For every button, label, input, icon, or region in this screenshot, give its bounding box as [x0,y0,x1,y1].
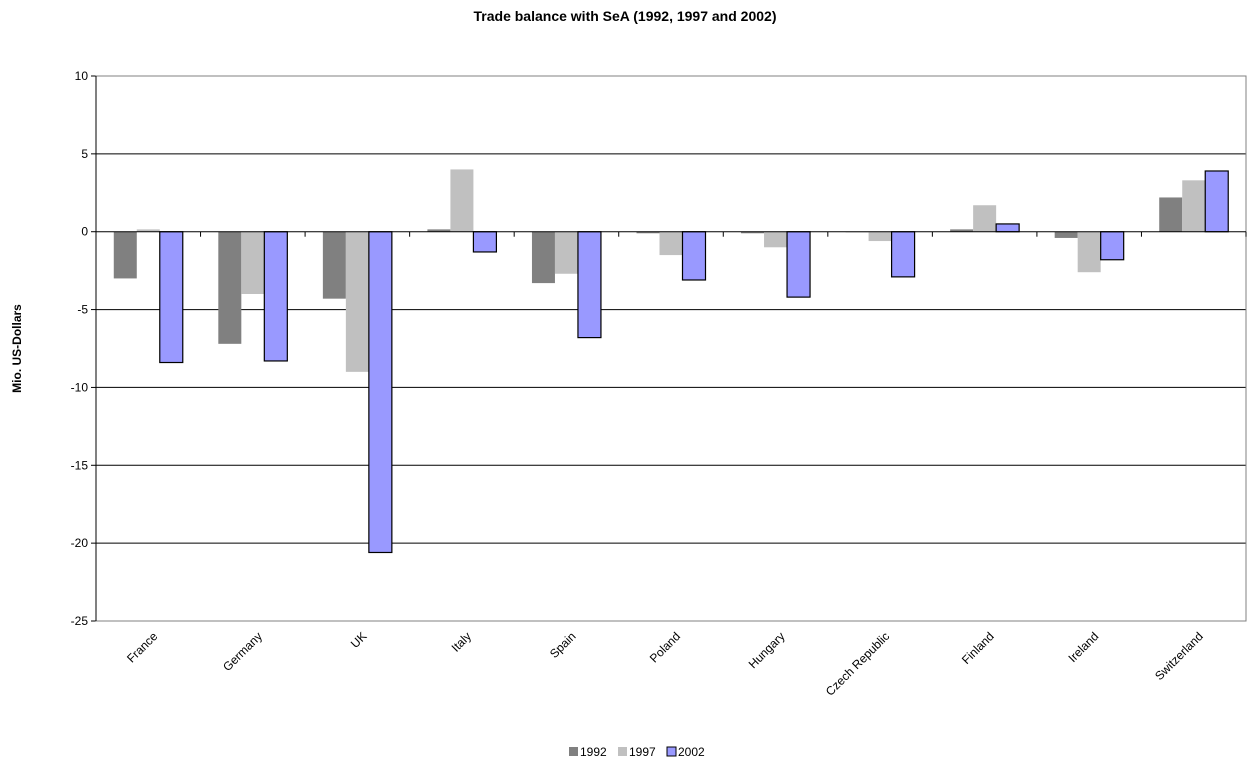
axes [91,75,1247,622]
bar-1992-germany [218,231,242,344]
bar-1997-switzerland [1182,180,1206,232]
x-category-label: Czech Republic [823,629,892,698]
bars [113,169,1229,554]
x-category-label: Spain [547,629,579,661]
bar-1997-italy [450,169,474,232]
y-tick-label: -5 [77,303,88,317]
x-category-label: Hungary [746,629,788,671]
legend-label-1992: 1992 [580,745,607,759]
legend-swatch-1992 [569,747,578,756]
bar-1992-ireland [1054,231,1078,238]
bar-1997-poland [659,231,683,256]
bar-1997-germany [241,231,265,294]
bar-2002-france [159,231,184,364]
bar-1992-poland [636,231,660,234]
x-category-label: Germany [220,629,265,674]
bar-2002-czech-republic [890,231,916,278]
x-category-label: UK [348,629,370,651]
chart-title: Trade balance with SeA (1992, 1997 and 2… [474,8,777,24]
y-tick-labels: 10 5 0 -5 -10 -15 -20 -25 [71,69,89,628]
x-category-label: Poland [647,629,683,665]
bar-1997-france [136,229,160,232]
bar-2002-germany [263,231,288,362]
bar-2002-switzerland [1204,170,1229,233]
x-category-labels: France Germany UK Italy Spain Poland Hungary Cz… [124,629,1206,699]
x-category-label: Switzerland [1152,629,1206,683]
bar-1997-uk [345,231,369,372]
bar-1992-italy [427,229,451,232]
legend-label-1997: 1997 [629,745,656,759]
x-category-label: Finland [959,629,997,667]
bar-1997-hungary [764,231,788,248]
x-category-label: Italy [449,629,474,654]
bar-1992-switzerland [1159,197,1183,232]
bar-2002-spain [577,231,602,339]
bar-1992-hungary [741,231,765,234]
y-tick-label: -20 [71,536,89,550]
legend-swatch-2002 [666,746,677,757]
bar-1997-czech-republic [868,231,892,242]
bar-1997-ireland [1077,231,1101,273]
bar-1997-spain [554,231,578,274]
legend-swatch-1997 [618,747,627,756]
y-tick-label: -10 [71,380,89,394]
bar-2002-poland [681,231,707,281]
bar-1992-finland [950,229,974,232]
bar-2002-hungary [786,231,811,298]
y-tick-label: 10 [75,69,89,83]
y-tick-label: -15 [71,458,89,472]
y-tick-label: -25 [71,614,89,628]
x-category-label: France [124,629,161,666]
bar-2002-italy [472,231,498,253]
bar-1997-finland [973,205,997,232]
bar-2002-ireland [1100,231,1125,261]
bar-1992-uk [322,231,346,299]
legend-label-2002: 2002 [678,745,705,759]
bar-1992-france [113,231,137,279]
bar-2002-uk [368,231,393,554]
y-tick-label: 0 [81,225,88,239]
x-category-label: Ireland [1065,629,1101,665]
bar-1992-spain [531,231,555,284]
bar-2002-finland [995,223,1020,233]
legend: 1992 1997 2002 [569,745,705,759]
y-tick-label: 5 [81,147,88,161]
y-axis-label: Mio. US-Dollars [10,304,24,393]
